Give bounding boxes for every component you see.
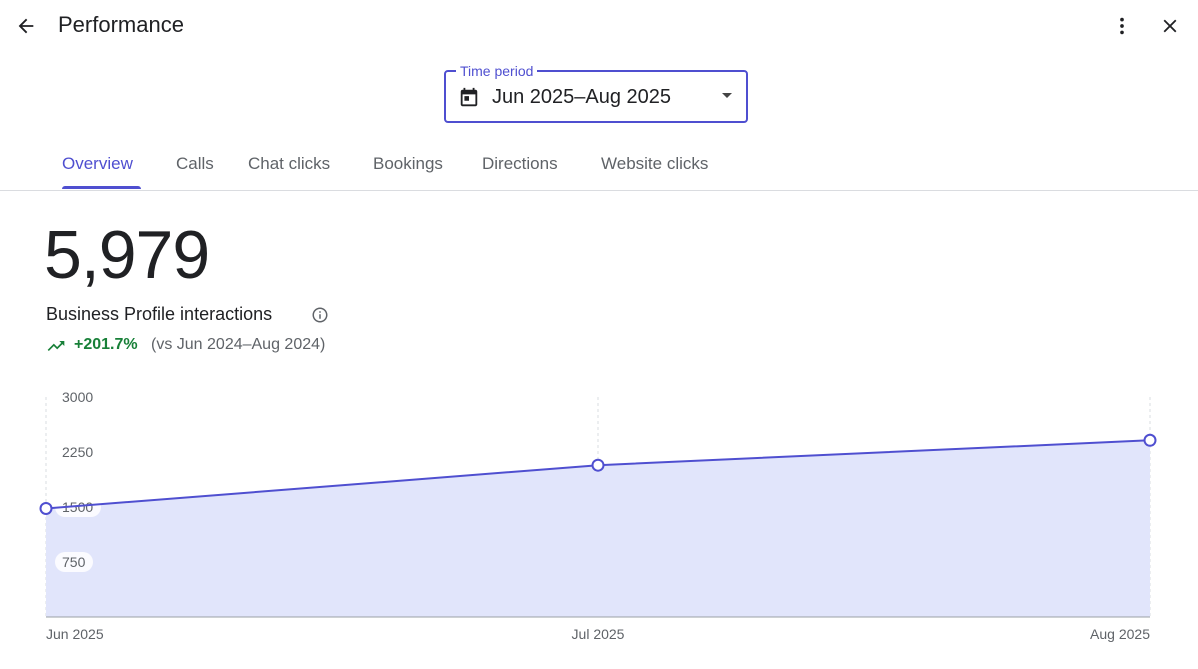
back-button[interactable] bbox=[8, 8, 44, 44]
tab-directions[interactable]: Directions bbox=[482, 154, 558, 173]
y-tick-bg-2250 bbox=[55, 442, 101, 462]
comparison-period: (vs Jun 2024–Aug 2024) bbox=[151, 336, 326, 353]
total-interactions-value: 5,979 bbox=[44, 217, 210, 293]
y-tick-label-1500: 1500 bbox=[62, 499, 93, 515]
arrow-back-icon bbox=[18, 18, 34, 34]
more-options-button[interactable] bbox=[1104, 8, 1140, 44]
y-tick-bg-1500 bbox=[55, 497, 101, 517]
time-period-value: Jun 2025–Aug 2025 bbox=[492, 86, 672, 108]
data-point-1 bbox=[591, 458, 605, 472]
y-tick-bg-750 bbox=[55, 552, 93, 572]
y-tick-label-2250: 2250 bbox=[62, 444, 93, 460]
page-title: Performance bbox=[58, 12, 184, 37]
close-button[interactable] bbox=[1152, 8, 1188, 44]
x-tick-label-1: Jul 2025 bbox=[572, 626, 625, 642]
info-icon[interactable] bbox=[311, 306, 329, 324]
tab-bar: Overview Calls Chat clicks Bookings Dire… bbox=[0, 140, 1198, 191]
more-vert-icon bbox=[1120, 17, 1124, 35]
calendar-icon bbox=[460, 87, 478, 107]
time-period-label: Time period bbox=[456, 63, 538, 79]
tab-bookings[interactable]: Bookings bbox=[373, 154, 443, 173]
y-tick-label-750: 750 bbox=[62, 554, 86, 570]
tab-overview[interactable]: Overview bbox=[62, 154, 133, 173]
trending-up-icon bbox=[47, 341, 65, 351]
y-tick-bg-3000 bbox=[55, 387, 101, 407]
x-tick-label-2: Aug 2025 bbox=[1090, 626, 1150, 642]
tab-chat-clicks[interactable]: Chat clicks bbox=[248, 154, 331, 173]
interactions-chart: 750 1500 2250 3000 Jun 2025 Jul 2025 Aug 2025 bbox=[39, 387, 1157, 642]
metric-label: Business Profile interactions bbox=[46, 304, 273, 324]
active-tab-indicator bbox=[62, 186, 141, 189]
x-tick-label-0: Jun 2025 bbox=[46, 626, 104, 642]
time-period-select[interactable]: Time period Jun 2025–Aug 2025 bbox=[444, 63, 748, 123]
close-icon bbox=[1163, 19, 1177, 33]
tab-website-clicks[interactable]: Website clicks bbox=[601, 154, 709, 173]
data-point-0 bbox=[39, 501, 53, 515]
area-fill bbox=[46, 440, 1150, 617]
dropdown-arrow-icon bbox=[722, 93, 732, 98]
data-point-2 bbox=[1143, 433, 1157, 447]
y-tick-label-3000: 3000 bbox=[62, 389, 93, 405]
app-header: Performance bbox=[0, 0, 1198, 54]
tab-calls[interactable]: Calls bbox=[176, 154, 214, 173]
change-percent: +201.7% bbox=[74, 336, 138, 353]
